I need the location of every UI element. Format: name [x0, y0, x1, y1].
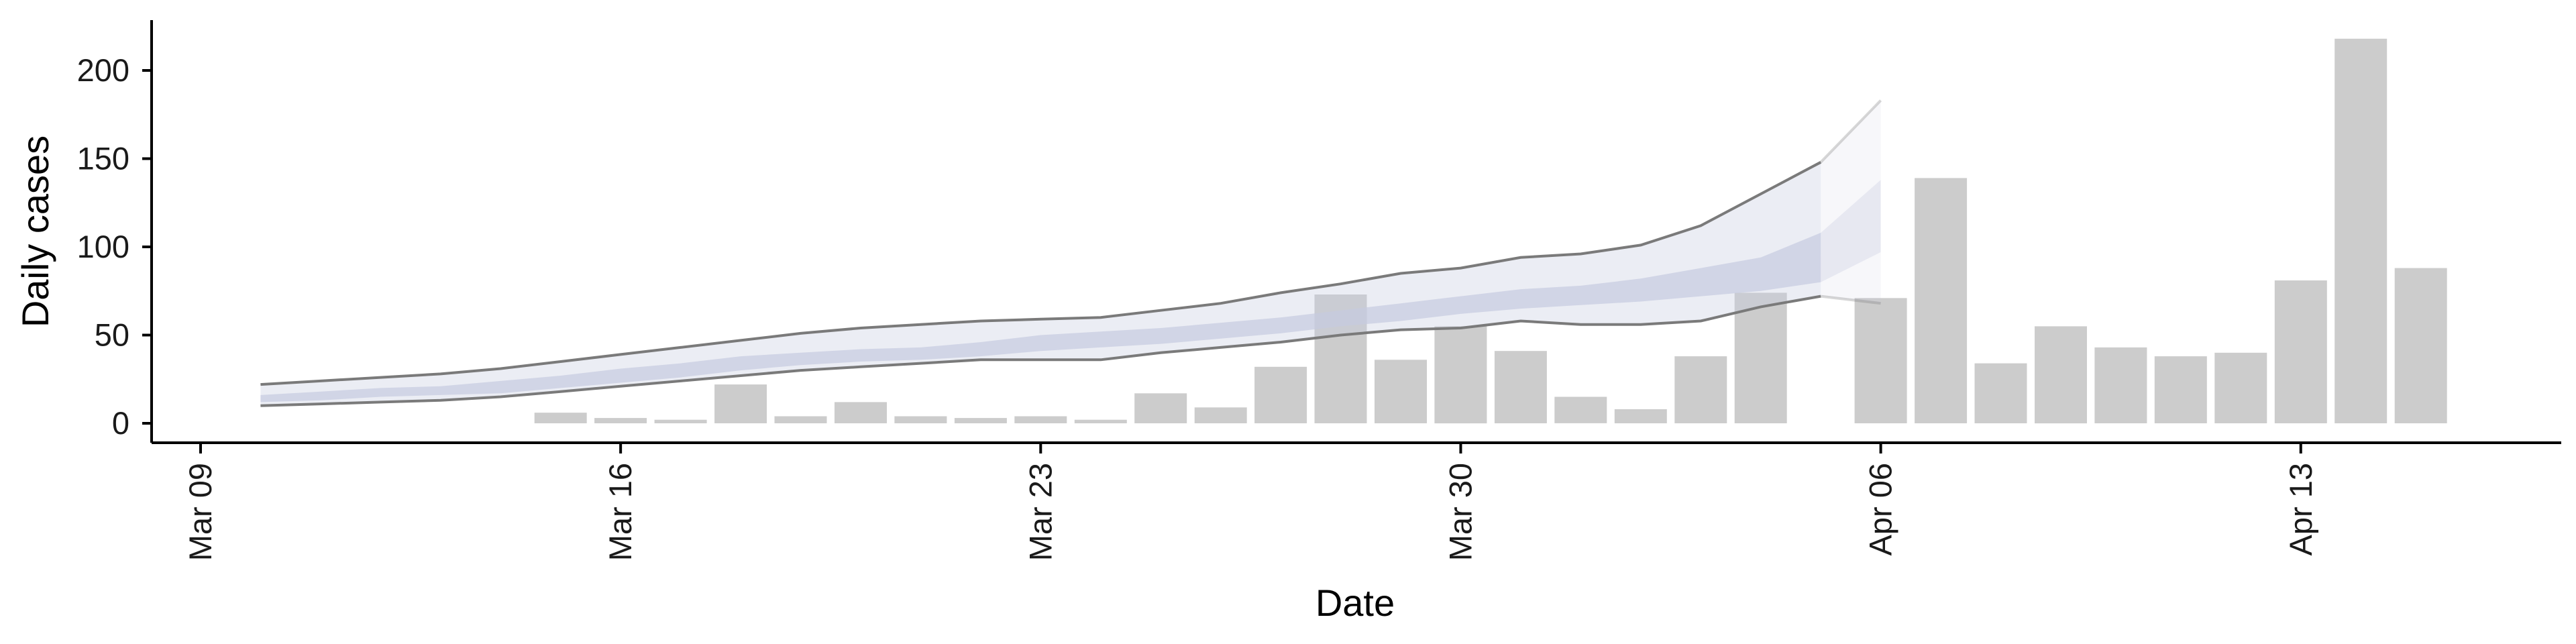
- upper-bound-line: [1819, 99, 1882, 164]
- bar: [1554, 396, 1607, 423]
- x-tick-label: Apr 06: [1863, 463, 1898, 555]
- bar: [2094, 347, 2147, 423]
- bars: [534, 38, 2447, 424]
- y-ticks: 0 50 100 150 200: [77, 52, 152, 441]
- bar: [2394, 268, 2447, 423]
- bar: [1674, 356, 1727, 423]
- band-90: [1821, 100, 1881, 304]
- bar: [2214, 352, 2267, 423]
- bar: [835, 402, 887, 423]
- lower-bound-line: [1820, 294, 1881, 305]
- bar: [774, 416, 827, 423]
- y-axis-title: Daily cases: [14, 136, 56, 327]
- bar: [1074, 419, 1127, 423]
- bar: [1854, 298, 1907, 423]
- bar: [954, 418, 1007, 423]
- bar: [1134, 393, 1187, 423]
- estimate-bands: [260, 100, 1881, 406]
- bar: [2154, 356, 2207, 423]
- bar: [1375, 360, 1427, 423]
- y-tick-label: 100: [77, 229, 129, 264]
- y-tick-label: 200: [77, 52, 129, 88]
- x-tick-label: Mar 09: [182, 463, 218, 561]
- bar: [714, 384, 767, 423]
- bar: [1915, 178, 1968, 423]
- bar: [594, 418, 647, 423]
- bar: [1974, 363, 2027, 423]
- x-tick-label: Apr 13: [2283, 463, 2318, 555]
- x-tick-label: Mar 23: [1022, 463, 1058, 561]
- bar: [1494, 351, 1547, 423]
- bar: [534, 413, 587, 423]
- bar: [1434, 326, 1487, 424]
- y-tick-label: 0: [112, 405, 129, 441]
- bar: [1014, 416, 1067, 423]
- band-90: [260, 162, 1821, 406]
- bar: [654, 419, 707, 423]
- bar: [1734, 292, 1787, 423]
- bar: [894, 416, 947, 423]
- estimate-bounds: [260, 99, 1882, 407]
- x-axis-title: Date: [1316, 582, 1395, 624]
- bar: [2035, 326, 2087, 424]
- bar: [2334, 38, 2387, 423]
- x-ticks: Mar 09 Mar 16 Mar 23 Mar 30 Apr 06 Apr 13: [182, 443, 2318, 561]
- y-tick-label: 150: [77, 141, 129, 176]
- bar: [1194, 407, 1247, 423]
- bar: [1254, 366, 1307, 423]
- bar: [1614, 409, 1667, 423]
- band-50: [1821, 180, 1881, 282]
- upper-bound-line: [260, 161, 1822, 386]
- lower-bound-line: [260, 294, 1821, 407]
- x-tick-label: Mar 16: [602, 463, 638, 561]
- bar: [2274, 280, 2327, 423]
- x-tick-label: Mar 30: [1442, 463, 1478, 561]
- y-tick-label: 50: [95, 317, 129, 353]
